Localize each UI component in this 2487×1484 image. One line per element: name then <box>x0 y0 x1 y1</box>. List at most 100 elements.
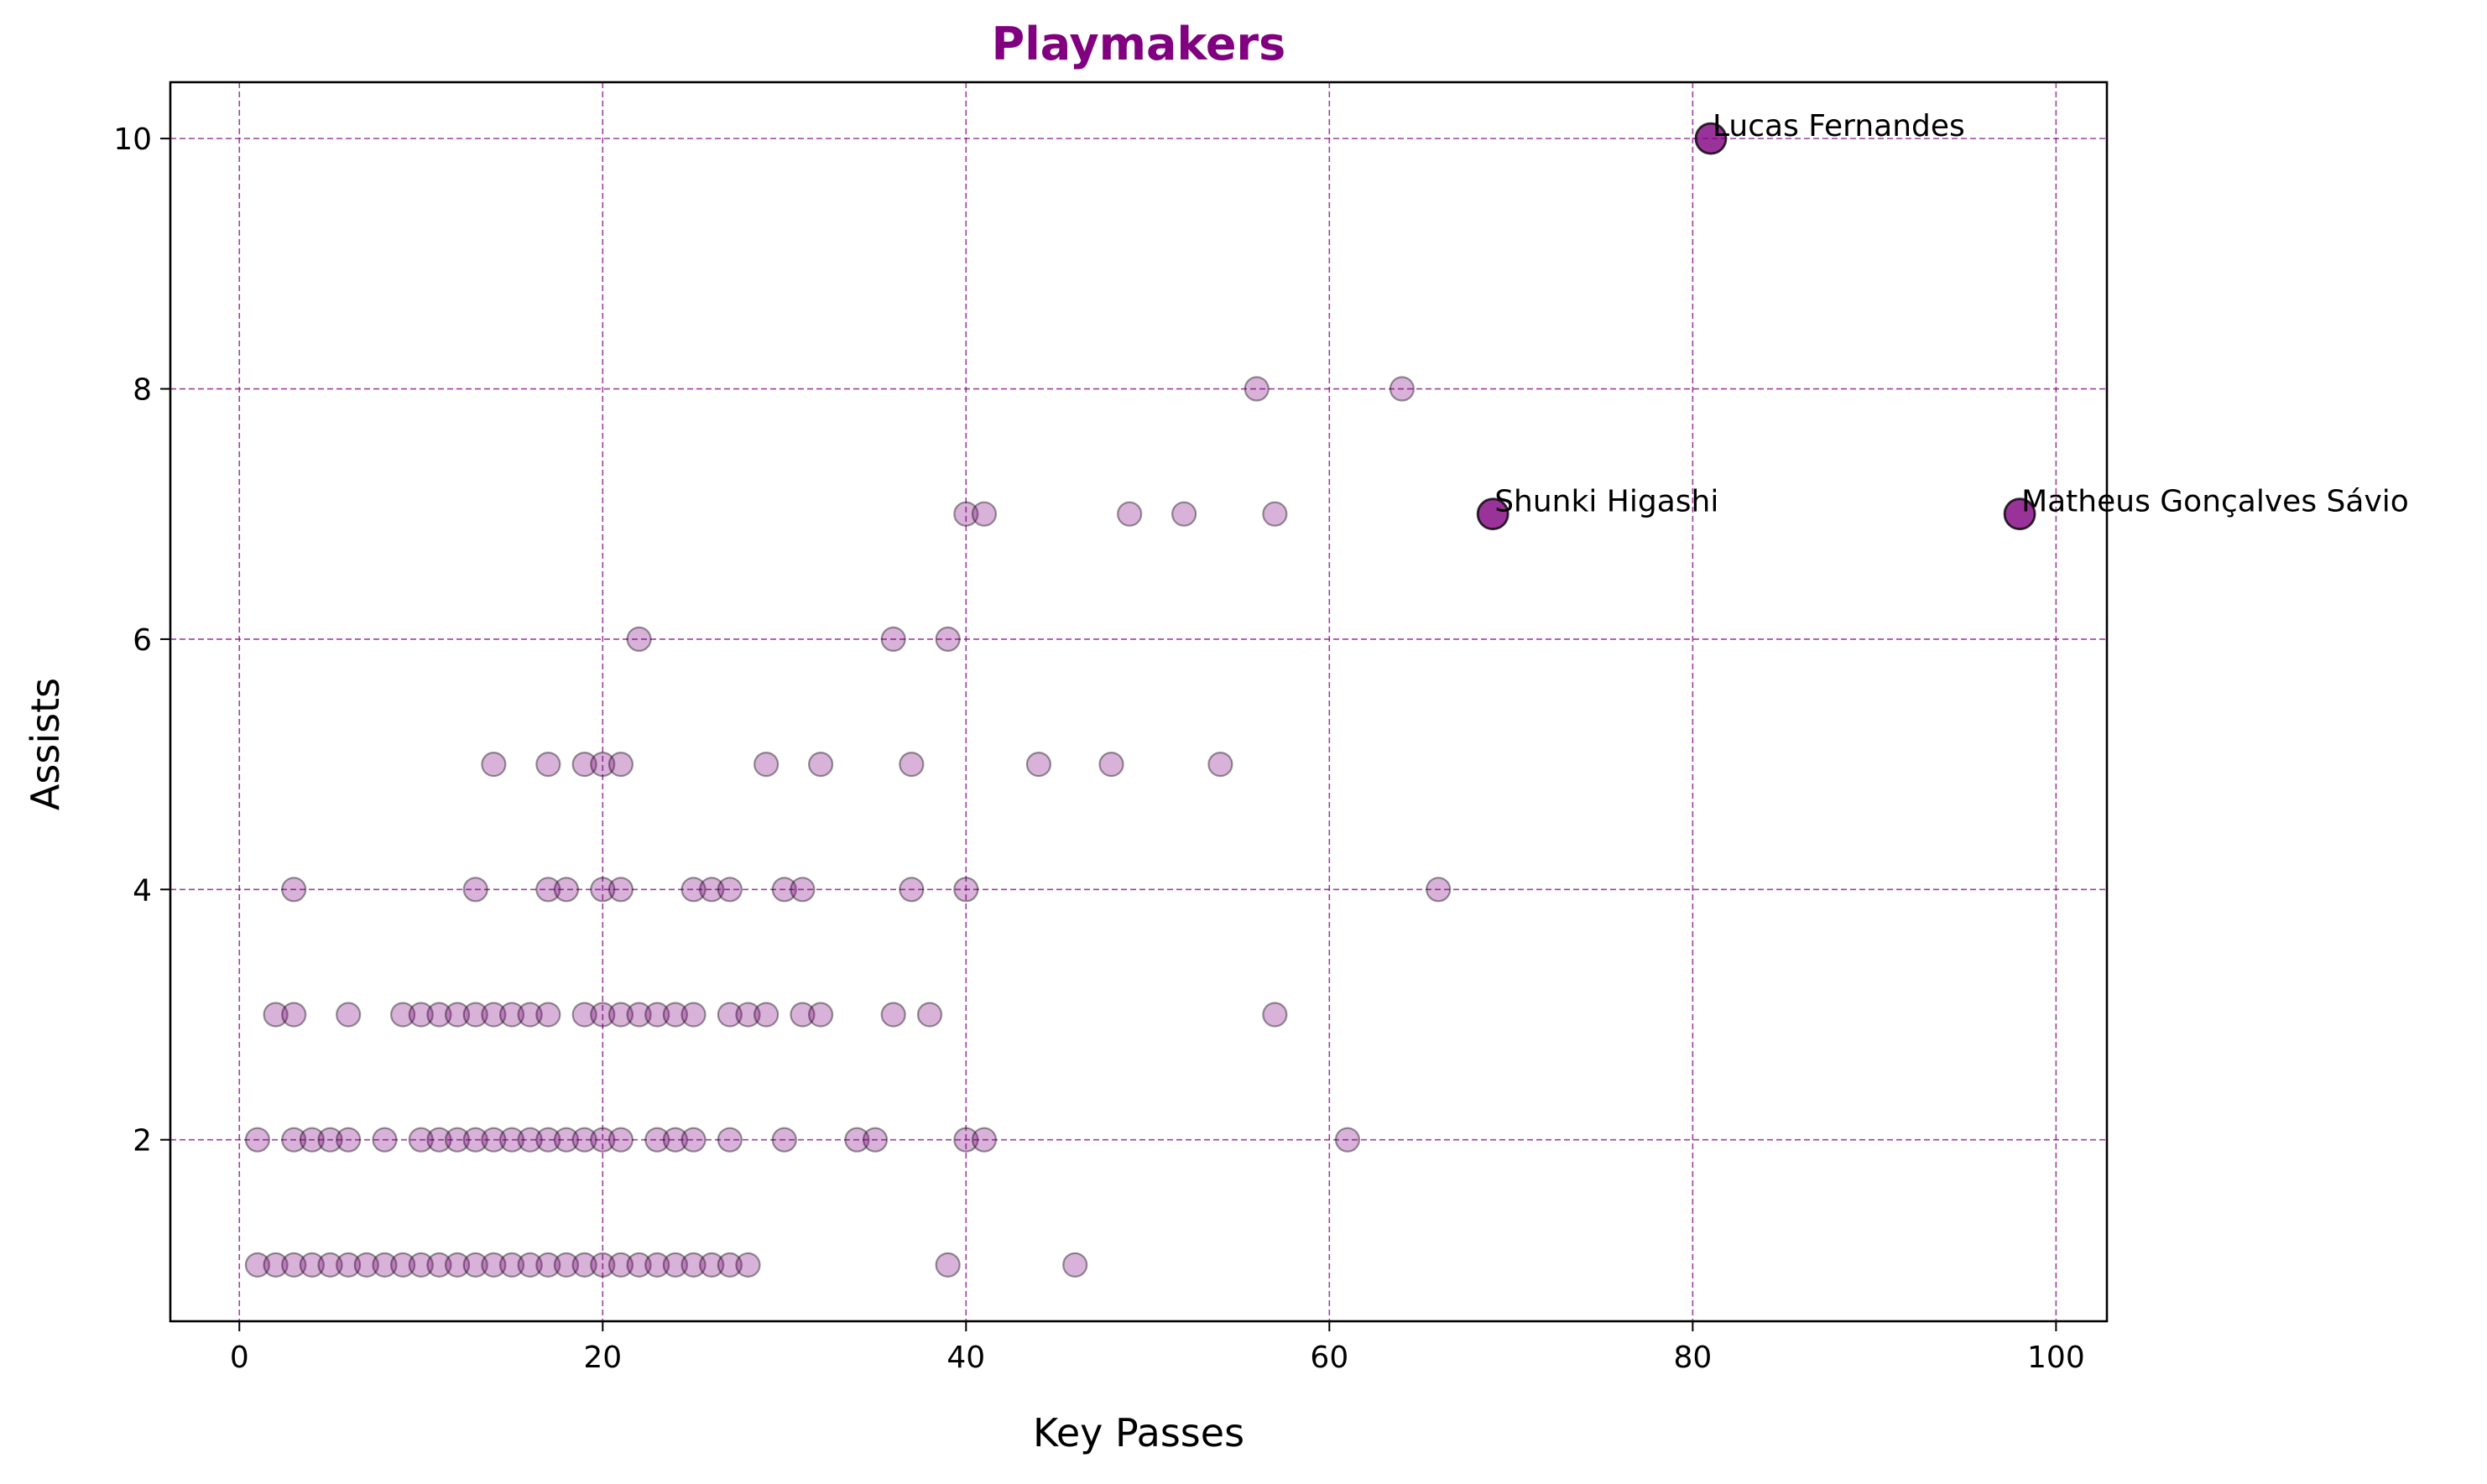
data-point <box>390 1252 416 1278</box>
data-point <box>1244 376 1270 402</box>
data-point <box>590 1002 616 1028</box>
highlighted-points: Lucas Fernandes Shunki Higashi Matheus Gon… <box>1476 109 2409 531</box>
data-point <box>1389 376 1416 402</box>
data-point <box>299 1127 325 1153</box>
data-point <box>390 1002 416 1028</box>
data-point <box>281 1127 307 1153</box>
y-tick-label: 8 <box>133 373 152 408</box>
data-point <box>535 751 561 778</box>
data-point <box>408 1127 434 1153</box>
axis-ticks: 0 20 40 60 80 100 2 4 6 8 10 <box>113 122 2085 1375</box>
data-point <box>753 751 779 778</box>
data-point <box>607 1252 634 1278</box>
data-point <box>790 877 816 903</box>
data-point <box>498 1127 525 1153</box>
y-tick-label: 10 <box>113 122 152 157</box>
data-point <box>408 1002 434 1028</box>
data-point <box>444 1002 471 1028</box>
x-tick-label: 40 <box>946 1341 985 1375</box>
data-point <box>353 1252 379 1278</box>
data-point <box>462 1002 488 1028</box>
data-point <box>535 1252 561 1278</box>
data-point <box>444 1252 471 1278</box>
data-point <box>244 1252 271 1278</box>
data-point <box>971 1127 998 1153</box>
data-point <box>535 1127 561 1153</box>
data-point <box>281 877 307 903</box>
data-point <box>535 877 561 903</box>
highlighted-point <box>2003 497 2036 531</box>
data-point <box>1062 1252 1088 1278</box>
data-point <box>626 1252 652 1278</box>
data-point <box>590 1127 616 1153</box>
data-point <box>717 1002 743 1028</box>
data-point <box>607 877 634 903</box>
data-point <box>1334 1127 1361 1153</box>
data-point <box>680 1002 706 1028</box>
data-point <box>753 1002 779 1028</box>
data-point <box>880 626 906 653</box>
data-point <box>462 1127 488 1153</box>
data-point <box>336 1127 362 1153</box>
data-point <box>717 1252 743 1278</box>
data-point <box>1426 877 1452 903</box>
x-tick-label: 80 <box>1673 1341 1712 1375</box>
data-point <box>590 751 616 778</box>
data-point <box>444 1127 471 1153</box>
data-point <box>735 1252 761 1278</box>
data-point <box>808 1002 834 1028</box>
data-point <box>662 1127 688 1153</box>
data-point <box>535 1002 561 1028</box>
data-point <box>1171 501 1197 527</box>
data-point <box>372 1252 398 1278</box>
data-point <box>626 626 652 653</box>
y-tick-label: 2 <box>133 1124 152 1159</box>
data-point <box>571 1127 597 1153</box>
x-tick-label: 60 <box>1310 1341 1348 1375</box>
data-points <box>244 376 1452 1278</box>
grid-lines <box>170 82 2107 1321</box>
data-point <box>571 1252 597 1278</box>
y-tick-label: 6 <box>133 623 152 658</box>
data-point <box>607 1127 634 1153</box>
data-point <box>717 1127 743 1153</box>
highlighted-point <box>1476 497 1509 531</box>
data-point <box>916 1002 943 1028</box>
data-point <box>481 1002 507 1028</box>
data-point <box>626 1002 652 1028</box>
data-point <box>880 1002 906 1028</box>
x-axis-label: Key Passes <box>1033 1410 1244 1455</box>
data-point <box>899 877 925 903</box>
point-annotation: Shunki Higashi <box>1494 485 1718 519</box>
data-point <box>1262 501 1288 527</box>
data-point <box>1207 751 1233 778</box>
data-point <box>571 1002 597 1028</box>
data-point <box>426 1252 452 1278</box>
data-point <box>899 751 925 778</box>
data-point <box>426 1127 452 1153</box>
data-point <box>263 1252 289 1278</box>
plot-frame <box>169 81 2109 1323</box>
data-point <box>481 1252 507 1278</box>
highlighted-point <box>1694 122 1728 155</box>
data-point <box>498 1002 525 1028</box>
data-point <box>336 1252 362 1278</box>
data-point <box>662 1002 688 1028</box>
data-point <box>644 1127 670 1153</box>
data-point <box>935 1252 961 1278</box>
data-point <box>735 1002 761 1028</box>
data-point <box>953 877 979 903</box>
data-point <box>1117 501 1143 527</box>
data-point <box>462 1252 488 1278</box>
data-point <box>771 1127 797 1153</box>
data-point <box>680 1127 706 1153</box>
data-point <box>553 877 580 903</box>
data-point <box>553 1127 580 1153</box>
data-point <box>935 626 961 653</box>
data-point <box>680 877 706 903</box>
data-point <box>299 1252 325 1278</box>
data-point <box>281 1002 307 1028</box>
data-point <box>844 1127 870 1153</box>
